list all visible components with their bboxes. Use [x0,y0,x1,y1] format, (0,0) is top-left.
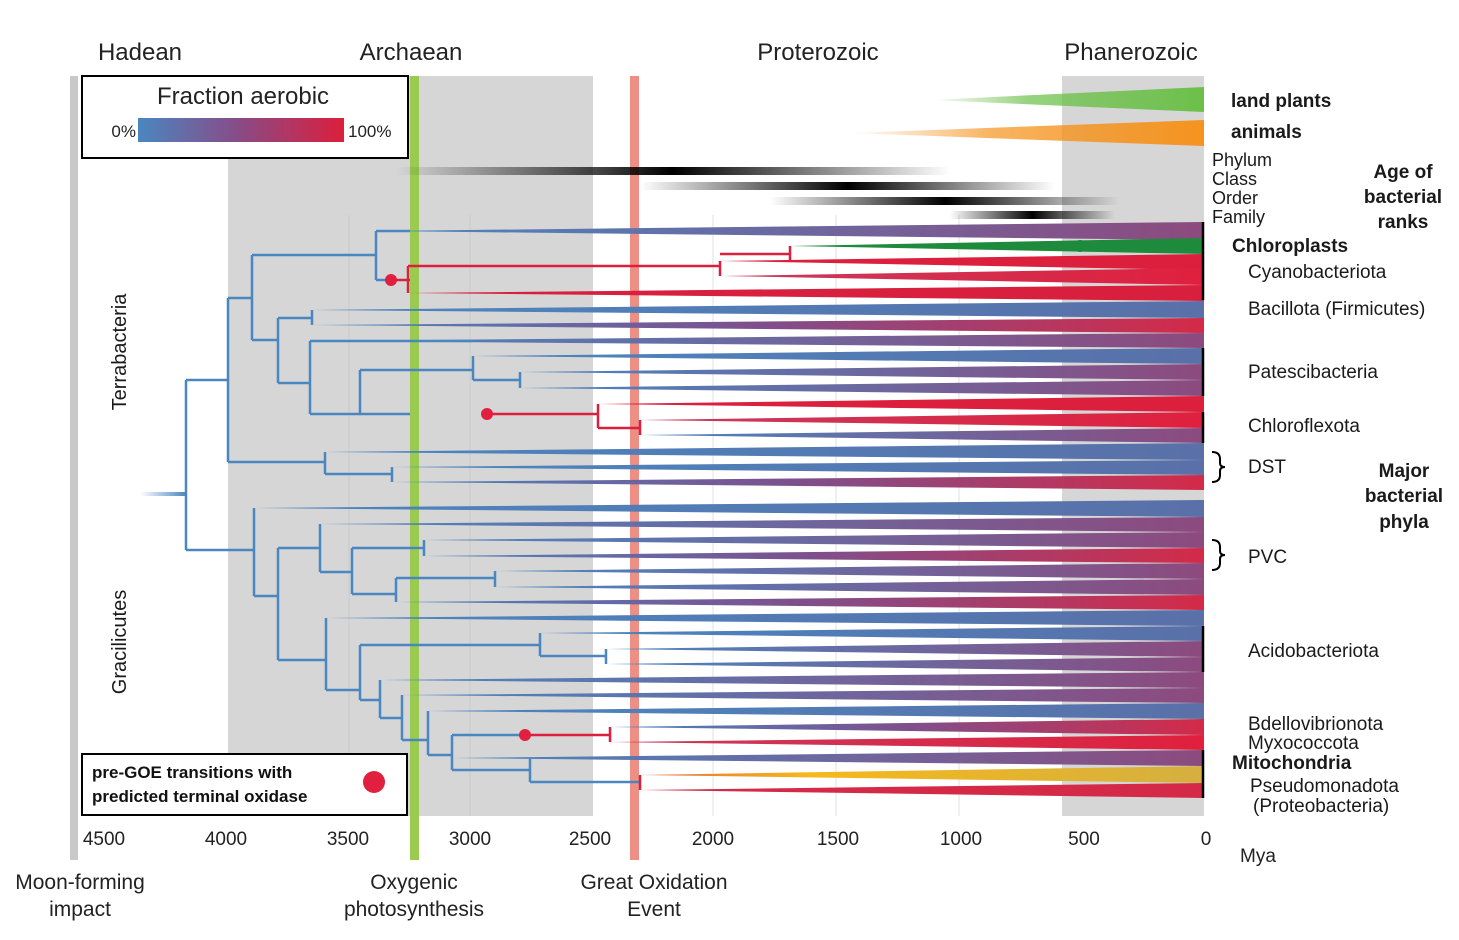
pvc-brace [1211,539,1226,571]
chloroplast-marker [1074,240,1086,252]
tick-1500: 1500 [817,829,859,850]
legend-transitions: pre-GOE transitions with predicted termi… [81,753,408,816]
phylum-cyanobacteriota: Cyanobacteriota [1248,262,1387,283]
moon-label-1: Moon-forming [15,871,145,894]
rank-bar-class [640,182,1055,190]
tick-3000: 3000 [449,829,491,850]
tick-0: 0 [1201,829,1212,850]
dst-brace [1211,451,1226,483]
moon-impact-line [70,76,78,860]
land-plants-label: land plants [1231,91,1331,112]
phylum-dst: DST [1248,457,1286,478]
gracilicutes-label: Gracilicutes [109,590,131,694]
tick-2000: 2000 [692,829,734,850]
phylum-proteobacteria: (Proteobacteria) [1253,796,1389,817]
phylum-mitochondria: Mitochondria [1232,753,1352,774]
tick-4000: 4000 [205,829,247,850]
rank-bar-phylum [395,167,950,175]
rank-bar-family [950,211,1115,219]
eon-proterozoic: Proterozoic [757,39,878,66]
x-axis: 4500 4000 3500 3000 2500 2000 1500 1000 … [83,829,1277,867]
legend-gradient [138,118,344,142]
eon-phanerozoic: Phanerozoic [1064,39,1197,66]
oxygenic-label-2: photosynthesis [344,898,484,921]
phylogenetic-tree [140,229,640,784]
transition-marker [519,729,531,741]
phylum-bacillota: Bacillota (Firmicutes) [1248,299,1425,320]
aerobic-branches [390,246,792,790]
rank-bar-order [770,197,1120,205]
legend2-line2: predicted terminal oxidase [92,787,307,806]
legend-min: 0% [111,122,136,141]
ranks-title-2: bacterial [1364,187,1442,208]
ranks-title-1: Age of [1373,162,1433,183]
axis-unit: Mya [1240,846,1276,867]
transition-marker [385,274,397,286]
legend-max: 100% [348,122,391,141]
land-plants-wedge [930,87,1204,112]
legend2-line1: pre-GOE transitions with [92,763,292,782]
major-title-3: phyla [1379,512,1429,533]
phylum-pseudomonadota: Pseudomonadota [1250,776,1399,797]
terrabacteria-label: Terrabacteria [109,293,131,411]
phylum-myxococcota: Myxococcota [1248,733,1359,754]
lineage-ribbons [254,222,1204,798]
eon-archaean: Archaean [360,39,463,66]
transition-marker [481,408,493,420]
phylum-pvc: PVC [1248,547,1287,568]
legend-title: Fraction aerobic [157,83,329,110]
rank-family: Family [1212,207,1265,227]
phylum-chloroflexota: Chloroflexota [1248,416,1360,437]
eon-hadean: Hadean [98,39,182,66]
tick-4500: 4500 [83,829,125,850]
rank-bars [395,167,1120,219]
phylum-chloroplasts: Chloroplasts [1232,236,1348,257]
oxygenic-line [410,76,419,860]
tick-3500: 3500 [327,829,369,850]
major-title-1: Major [1379,461,1430,482]
moon-label-2: impact [49,898,111,921]
phylum-patescibacteria: Patescibacteria [1248,362,1378,383]
rank-class: Class [1212,169,1257,189]
rank-phylum: Phylum [1212,150,1272,170]
legend2-dot [363,771,385,793]
phylum-bdellovibrionota: Bdellovibrionota [1248,714,1384,735]
animals-label: animals [1231,122,1302,143]
legend-fraction-aerobic: Fraction aerobic 0% 100% [81,75,409,159]
tick-1000: 1000 [940,829,982,850]
goe-label-2: Event [627,898,681,921]
phylum-acidobacteriota: Acidobacteriota [1248,641,1379,662]
rank-order: Order [1212,188,1258,208]
tick-2500: 2500 [569,829,611,850]
tick-500: 500 [1068,829,1100,850]
major-title-2: bacterial [1365,486,1443,507]
oxygenic-label-1: Oxygenic [370,871,458,894]
ranks-title-3: ranks [1378,212,1429,233]
goe-label-1: Great Oxidation [580,871,727,894]
animals-wedge [850,120,1204,146]
